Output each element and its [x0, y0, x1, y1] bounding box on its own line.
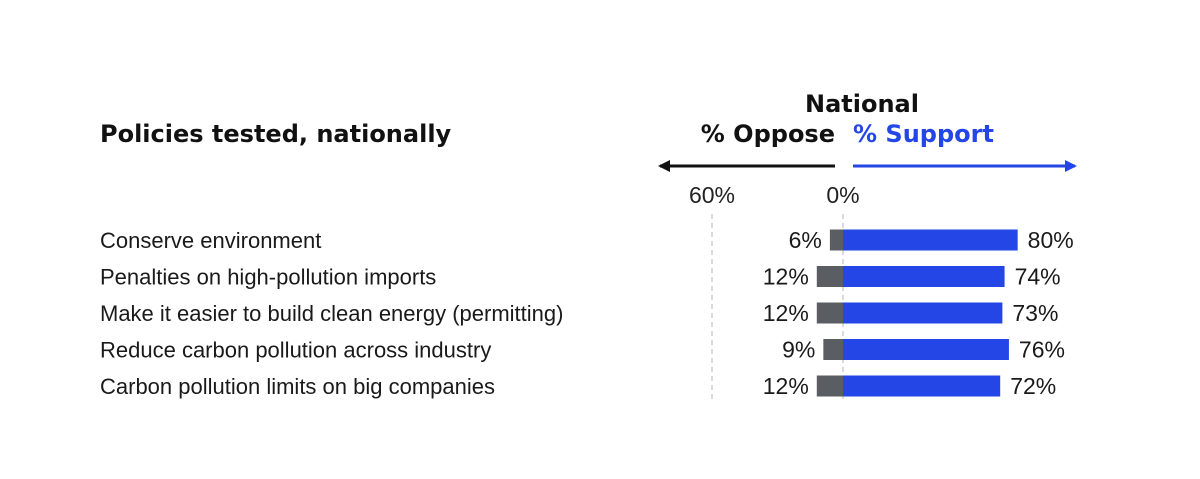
oppose-bar: [816, 266, 843, 287]
oppose-bar: [816, 375, 843, 397]
x-tick-60: 60%: [689, 182, 735, 208]
oppose-value-label: 12%: [763, 373, 809, 399]
support-bar: [843, 229, 1018, 251]
oppose-header: % Oppose: [701, 120, 835, 148]
oppose-bar: [823, 339, 843, 360]
support-header: % Support: [853, 120, 994, 148]
category-label: Carbon pollution limits on big companies: [100, 374, 495, 399]
oppose-value-label: 6%: [789, 227, 822, 253]
x-tick-0: 0%: [826, 182, 859, 208]
category-label: Reduce carbon pollution across industry: [100, 338, 491, 363]
oppose-value-label: 9%: [782, 337, 815, 363]
support-value-label: 80%: [1028, 227, 1074, 253]
category-label: Make it easier to build clean energy (pe…: [100, 301, 563, 326]
oppose-bar: [829, 229, 843, 251]
oppose-value-label: 12%: [763, 300, 809, 326]
oppose-bar: [816, 302, 843, 324]
oppose-value-label: 12%: [763, 264, 809, 290]
support-value-label: 73%: [1012, 300, 1058, 326]
support-bar: [843, 375, 1001, 397]
chart-rows: Conserve environment 6% 80% Penalties on hi…: [100, 227, 1074, 399]
chart-title: Policies tested, nationally: [100, 120, 452, 148]
support-value-label: 72%: [1010, 373, 1056, 399]
support-value-label: 76%: [1019, 337, 1065, 363]
support-bar: [843, 302, 1003, 324]
support-value-label: 74%: [1015, 264, 1061, 290]
support-bar: [843, 339, 1009, 360]
category-label: Penalties on high-pollution imports: [100, 265, 436, 290]
group-label: National: [805, 90, 919, 118]
support-bar: [843, 266, 1005, 287]
category-label: Conserve environment: [100, 228, 321, 253]
